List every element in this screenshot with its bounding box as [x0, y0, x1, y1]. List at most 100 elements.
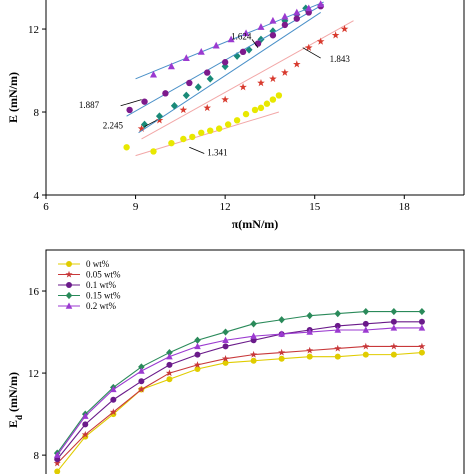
- legend-label: 0.15 wt%: [86, 291, 121, 301]
- bottom-data-point: [334, 353, 341, 360]
- top-annotation-arrow: [302, 47, 321, 59]
- top-data-point: [239, 83, 247, 91]
- top-data-point: [251, 106, 259, 114]
- top-data-point: [221, 59, 229, 66]
- top-data-point: [269, 16, 277, 24]
- top-series-2: [138, 4, 321, 134]
- top-data-point: [269, 96, 277, 103]
- top-annotation: 1.341: [207, 148, 227, 158]
- top-data-point: [293, 60, 301, 68]
- bottom-data-point: [278, 355, 285, 362]
- bottom-data-point: [138, 363, 145, 371]
- legend-label: 0.05 wt%: [86, 270, 121, 280]
- top-data-point: [233, 117, 241, 124]
- top-data-point: [257, 104, 265, 112]
- bottom-series-line: [56, 345, 422, 464]
- top-x-tick-label: 15: [309, 201, 321, 213]
- bottom-data-point: [193, 361, 202, 368]
- bottom-data-point: [165, 369, 173, 377]
- bottom-data-point: [390, 342, 398, 350]
- bottom-data-point: [362, 351, 369, 358]
- bottom-data-point: [418, 318, 425, 325]
- bottom-data-point: [53, 451, 61, 458]
- top-data-point: [123, 144, 130, 151]
- bottom-data-point: [362, 326, 370, 333]
- bottom-data-point: [390, 307, 398, 316]
- bottom-data-point: [137, 385, 145, 393]
- legend-marker: [66, 261, 72, 267]
- top-data-point: [141, 120, 149, 129]
- legend-marker: [65, 291, 73, 300]
- legend-label: 0.2 wt%: [86, 301, 117, 311]
- bottom-data-point: [82, 421, 89, 428]
- bottom-data-point: [306, 312, 314, 320]
- bottom-data-point: [53, 459, 61, 467]
- top-y-tick-label: 4: [34, 190, 40, 202]
- legend-marker: [66, 282, 72, 288]
- legend-marker: [65, 302, 73, 309]
- top-data-point: [189, 133, 196, 141]
- top-data-point: [224, 121, 232, 128]
- top-data-point: [239, 48, 247, 56]
- bottom-data-point: [390, 324, 398, 331]
- top-data-point: [126, 106, 133, 114]
- top-data-point: [182, 91, 190, 100]
- top-data-point: [150, 148, 157, 155]
- bottom-series-line: [56, 327, 422, 456]
- top-data-point: [215, 125, 223, 132]
- bottom-data-point: [250, 320, 257, 328]
- top-data-point: [257, 78, 265, 87]
- bottom-data-point: [138, 367, 145, 374]
- top-fit-line: [138, 12, 321, 134]
- bottom-data-point: [362, 320, 369, 327]
- bottom-data-point: [250, 357, 257, 364]
- top-data-point: [331, 31, 340, 39]
- bottom-data-point: [166, 361, 173, 368]
- top-data-point: [304, 43, 313, 51]
- top-data-point: [221, 95, 229, 103]
- bottom-data-point: [334, 309, 342, 318]
- top-x-axis-title: π(mN/m): [232, 217, 279, 231]
- top-fit-line: [135, 111, 280, 157]
- bottom-data-point: [418, 342, 426, 350]
- top-annotation-arrow: [120, 99, 142, 107]
- top-data-point: [137, 124, 146, 132]
- bottom-data-point: [222, 343, 229, 350]
- bottom-y-tick-label: 8: [34, 450, 40, 462]
- top-data-point: [203, 103, 212, 112]
- bottom-data-point: [110, 396, 117, 403]
- bottom-data-point: [110, 385, 117, 393]
- bottom-data-point: [194, 365, 201, 372]
- top-data-point: [281, 21, 289, 29]
- top-annotation: 1.843: [330, 54, 351, 64]
- top-data-point: [281, 68, 289, 76]
- top-data-point: [167, 62, 175, 70]
- bottom-series-line: [56, 321, 422, 460]
- top-x-tick-label: 6: [43, 201, 49, 213]
- bottom-legend: 0 wt%0.05 wt%0.1 wt%0.15 wt%0.2 wt%: [58, 259, 121, 311]
- top-data-point: [281, 12, 289, 20]
- top-data-point: [275, 92, 283, 99]
- bottom-series-0: [54, 349, 425, 474]
- top-data-point: [207, 127, 214, 134]
- top-data-point: [316, 37, 325, 45]
- bottom-data-point: [222, 336, 229, 343]
- bottom-data-point: [166, 348, 173, 357]
- top-annotation-arrow: [144, 119, 157, 127]
- chart-bottom-ed: 8 12 16 Ed (mN/m) 0 wt%0.05 wt%0.1 wt%0.15 w…: [6, 249, 465, 474]
- bottom-data-point: [362, 342, 370, 350]
- top-data-point: [198, 129, 205, 136]
- top-data-point: [269, 32, 277, 39]
- bottom-series-4: [53, 324, 426, 458]
- top-y-axis-title: E (mN/m): [6, 72, 20, 123]
- bottom-data-point: [418, 349, 425, 356]
- bottom-data-point: [362, 307, 370, 316]
- bottom-series-1: [53, 342, 426, 467]
- bottom-data-point: [222, 328, 229, 336]
- top-data-point: [180, 135, 187, 143]
- bottom-data-point: [334, 322, 341, 329]
- top-series-4: [135, 0, 325, 80]
- top-data-point: [263, 100, 271, 107]
- bottom-data-point: [81, 430, 89, 438]
